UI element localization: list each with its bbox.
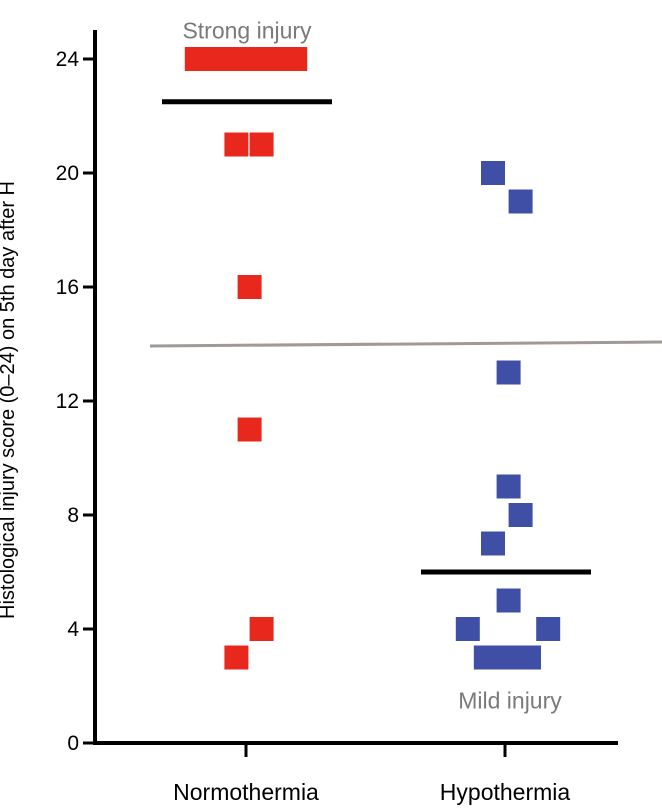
point-normothermia-10: [249, 617, 274, 641]
point-hypothermia-3: [496, 474, 521, 499]
point-hypothermia-10: [496, 645, 521, 670]
y-tick-label-24: 24: [56, 48, 80, 71]
points-layer: [184, 47, 561, 670]
annotation-0: Strong injury: [182, 18, 312, 44]
point-hypothermia-0: [481, 161, 505, 185]
y-axis-title: Histological injury score (0–24) on 5th …: [0, 181, 19, 619]
point-normothermia-1: [204, 47, 228, 71]
median-layer: [162, 99, 591, 575]
point-hypothermia-2: [496, 360, 521, 385]
x-tick-label-normothermia: Normothermia: [173, 779, 319, 805]
point-normothermia-7: [249, 132, 274, 157]
threshold-layer: [149, 340, 662, 348]
point-normothermia-8: [237, 275, 262, 299]
point-normothermia-11: [224, 645, 249, 670]
y-tick-label-8: 8: [67, 504, 79, 527]
x-tick-label-hypothermia: Hypothermia: [440, 779, 571, 805]
threshold-line: [149, 340, 662, 348]
point-hypothermia-9: [473, 645, 498, 670]
y-tick-label-16: 16: [56, 276, 79, 299]
y-tick-label-12: 12: [56, 390, 79, 413]
point-hypothermia-8: [536, 617, 561, 641]
y-tick-label-0: 0: [67, 732, 79, 755]
y-tick-label-20: 20: [56, 162, 79, 185]
y-axis-title-group: Histological injury score (0–24) on 5th …: [0, 181, 19, 619]
point-hypothermia-4: [508, 503, 533, 527]
axis-layer: 0 4 8 12 16 20 24 Normothermia Hypothermia: [56, 30, 618, 805]
point-hypothermia-5: [481, 531, 505, 556]
point-normothermia-3: [243, 47, 268, 71]
point-hypothermia-7: [455, 617, 480, 641]
point-normothermia-6: [224, 132, 249, 157]
y-tick-label-4: 4: [67, 618, 79, 641]
point-normothermia-9: [237, 417, 262, 442]
annotation-layer: Strong injury Mild injury: [182, 18, 562, 714]
point-hypothermia-6: [496, 588, 521, 613]
point-hypothermia-1: [508, 189, 533, 214]
point-normothermia-5: [283, 47, 308, 71]
annotation-1: Mild injury: [458, 687, 562, 713]
point-hypothermia-11: [517, 645, 541, 670]
